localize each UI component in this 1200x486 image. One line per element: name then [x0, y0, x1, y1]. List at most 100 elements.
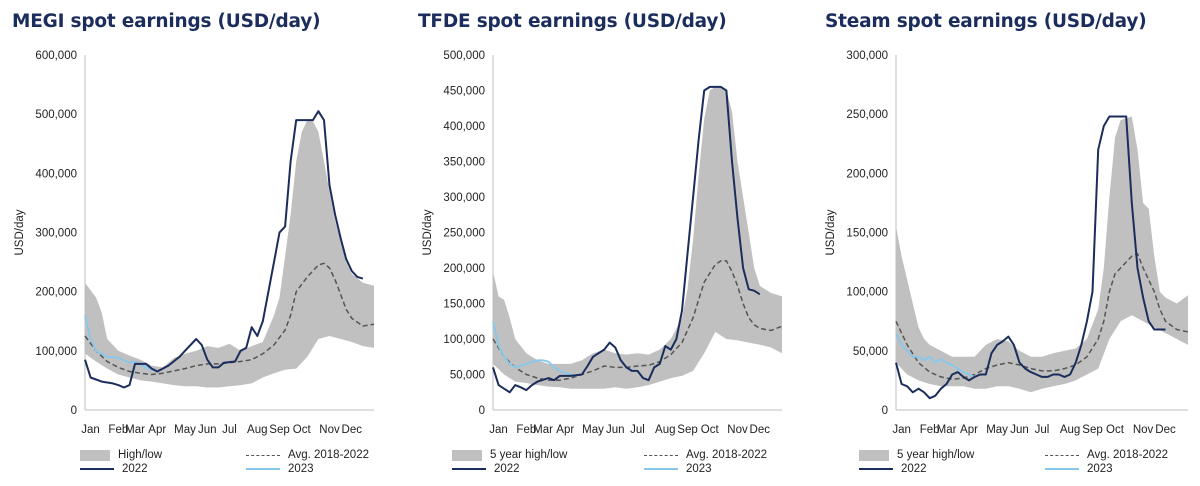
legend-label-2022: 2022	[122, 463, 148, 475]
high-low-band	[85, 120, 374, 388]
legend-swatch-2023	[1045, 468, 1079, 470]
series-2023-line	[492, 321, 577, 377]
x-tick-label: May	[986, 424, 1008, 436]
x-tick-label: Nov	[319, 424, 340, 436]
legend-item-avg: Avg. 2018-2022	[246, 449, 369, 461]
x-tick-label: Nov	[727, 424, 748, 436]
chart-title: TFDE spot earnings (USD/day)	[418, 11, 727, 32]
y-tick-label: 250,000	[443, 228, 485, 240]
legend-label-2023: 2023	[288, 463, 314, 475]
x-tick-label: Jul	[1035, 424, 1050, 436]
y-tick-label: 350,000	[443, 157, 485, 169]
x-tick-label: Mar	[937, 424, 957, 436]
y-axis-title: USD/day	[14, 209, 26, 255]
x-tick-label: Feb	[108, 424, 128, 436]
y-tick-label: 600,000	[35, 50, 77, 62]
legend-label-band: 5 year high/low	[490, 449, 568, 461]
series-avg-line	[84, 262, 375, 376]
legend-label-avg: Avg. 2018-2022	[288, 449, 369, 461]
legend-swatch-avg	[246, 454, 280, 456]
legend-swatch-band	[452, 449, 482, 461]
legend-swatch-avg	[644, 454, 678, 456]
legend-label-band: High/low	[118, 449, 163, 461]
legend-label-2022: 2022	[494, 463, 520, 475]
legend-label-2022: 2022	[901, 463, 927, 475]
y-tick-label: 400,000	[35, 168, 77, 180]
legend-item-band: High/low	[80, 449, 162, 461]
legend-item-2023: 2023	[644, 463, 712, 475]
legend-label-band: 5 year high/low	[897, 449, 975, 461]
x-tick-label: Jan	[81, 424, 100, 436]
x-tick-label: Nov	[1133, 424, 1154, 436]
chart-panel-tfde: TFDE spot earnings (USD/day) 0 50,000 100,…	[406, 0, 806, 486]
legend-label-2023: 2023	[1087, 463, 1113, 475]
x-tick-label: Jun	[1010, 424, 1029, 436]
y-axis-title: USD/day	[825, 209, 837, 255]
y-tick-label: 500,000	[443, 50, 485, 62]
chart-panel-megi: MEGI spot earnings (USD/day) 0 100,000 200…	[0, 0, 400, 486]
series-2022-line	[492, 85, 761, 394]
y-tick-label: 50,000	[853, 346, 888, 358]
legend-swatch-2023	[644, 468, 678, 470]
y-tick-label: 150,000	[846, 228, 888, 240]
x-tick-label: Mar	[533, 424, 553, 436]
legend-swatch-2022	[859, 468, 893, 470]
x-tick-label: Dec	[750, 424, 771, 436]
chart-plot-steam: 0 50,000 100,000 150,000 200,000 250,000 300,0…	[825, 50, 1189, 436]
x-tick-label: Jan	[489, 424, 508, 436]
x-tick-label: Aug	[655, 424, 675, 436]
y-axis-title: USD/day	[422, 209, 434, 255]
legend-item-band: 5 year high/low	[859, 449, 974, 461]
legend-swatch-2022	[80, 468, 114, 470]
x-tick-label: Jun	[198, 424, 217, 436]
x-tick-label: Sep	[677, 424, 697, 436]
y-tick-label: 500,000	[35, 109, 77, 121]
series-2023-line	[895, 332, 981, 378]
y-tick-label: 0	[479, 405, 485, 417]
legend-swatch-avg	[1045, 454, 1079, 456]
x-tick-label: Feb	[516, 424, 536, 436]
high-low-band	[896, 116, 1188, 393]
x-tick-label: Feb	[920, 424, 940, 436]
x-tick-label: Jul	[222, 424, 237, 436]
x-tick-label: Apr	[960, 424, 978, 436]
y-tick-label: 200,000	[443, 263, 485, 275]
x-tick-label: Jul	[630, 424, 645, 436]
series-2022-line	[895, 115, 1166, 400]
x-tick-label: Apr	[556, 424, 574, 436]
chart-title: Steam spot earnings (USD/day)	[825, 11, 1147, 32]
series-avg-line	[895, 252, 1189, 380]
y-tick-label: 300,000	[35, 228, 77, 240]
legend-item-2022: 2022	[859, 463, 927, 475]
x-tick-label: Oct	[1106, 424, 1125, 436]
y-tick-label: 450,000	[443, 86, 485, 98]
legend-item-2022: 2022	[80, 463, 148, 475]
y-tick-label: 150,000	[443, 299, 485, 311]
legend-swatch-band	[859, 449, 889, 461]
y-tick-label: 200,000	[846, 168, 888, 180]
x-tick-label: Aug	[1060, 424, 1080, 436]
legend-label-avg: Avg. 2018-2022	[686, 449, 767, 461]
series-2022-line	[84, 110, 364, 389]
y-tick-label: 0	[882, 405, 888, 417]
y-tick-label: 200,000	[35, 287, 77, 299]
x-tick-label: Dec	[342, 424, 363, 436]
series-avg-line	[492, 260, 783, 381]
x-tick-label: May	[174, 424, 196, 436]
y-tick-label: 100,000	[35, 346, 77, 358]
legend-swatch-band	[80, 449, 110, 461]
chart-title: MEGI spot earnings (USD/day)	[12, 11, 321, 32]
x-tick-label: Sep	[269, 424, 289, 436]
x-tick-label: Jan	[892, 424, 911, 436]
y-tick-label: 50,000	[450, 370, 485, 382]
legend-item-avg: Avg. 2018-2022	[1045, 449, 1168, 461]
legend-swatch-2023	[246, 468, 280, 470]
y-tick-label: 300,000	[846, 50, 888, 62]
high-low-band	[493, 86, 782, 389]
chart-plot-tfde: 0 50,000 100,000 150,000 200,000 250,000 300,0…	[422, 50, 783, 436]
x-tick-label: Apr	[148, 424, 166, 436]
x-tick-label: Oct	[701, 424, 720, 436]
x-tick-label: May	[582, 424, 604, 436]
y-tick-label: 300,000	[443, 192, 485, 204]
legend-swatch-2022	[452, 468, 486, 470]
